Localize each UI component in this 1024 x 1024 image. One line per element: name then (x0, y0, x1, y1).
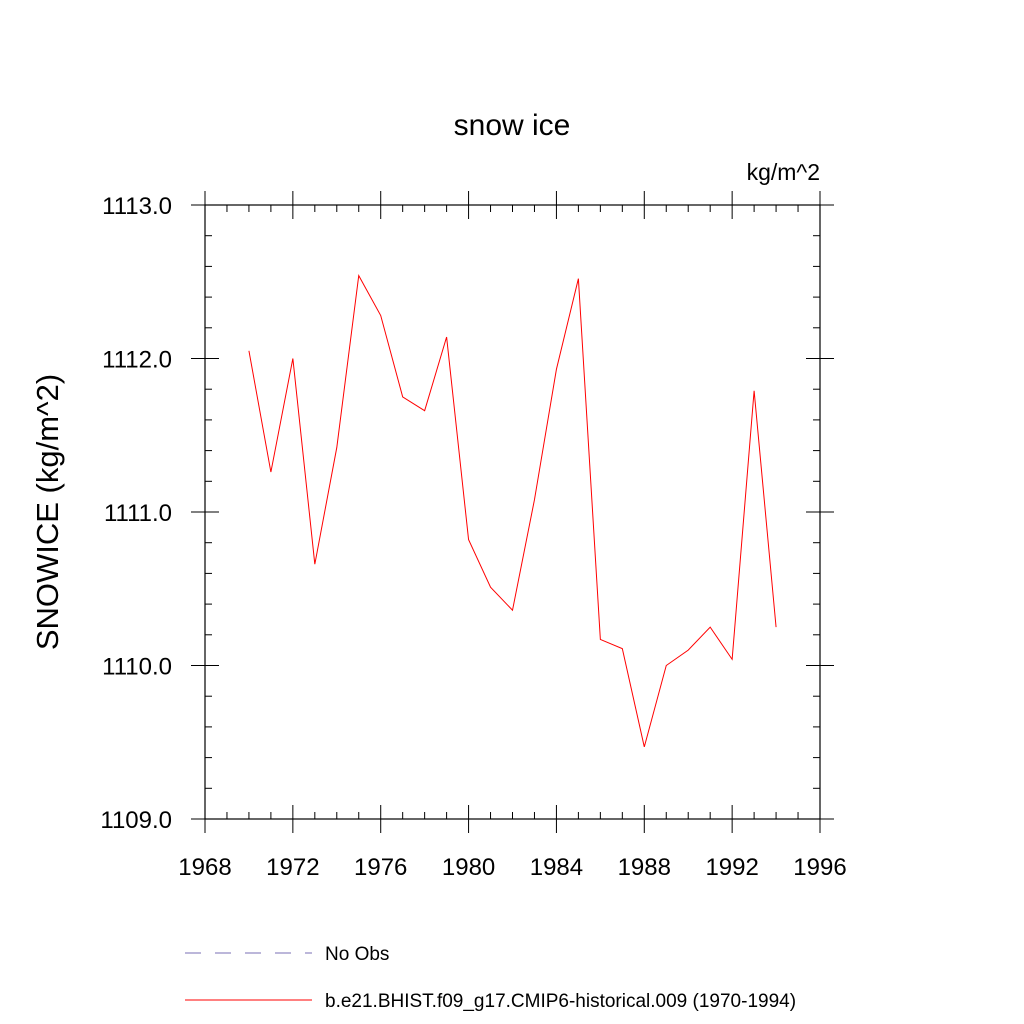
series-layer (248, 274, 777, 747)
x-tick-label: 1988 (618, 854, 671, 881)
tick-labels: 1968 1972 1976 1980 1984 1988 1992 1996 1109.0 11… (100, 193, 846, 881)
y-tick-label: 1110.0 (102, 654, 172, 681)
y-tick-label: 1109.0 (100, 807, 172, 834)
legend: No Obs b.e21.BHIST.f09_g17.CMIP6-historic… (185, 944, 796, 1012)
series-line (248, 274, 777, 747)
units-label: kg/m^2 (747, 159, 820, 185)
legend-label: No Obs (325, 944, 389, 965)
x-tick-label: 1996 (793, 854, 846, 881)
x-tick-label: 1968 (178, 854, 231, 881)
x-tick-label: 1972 (266, 854, 319, 881)
chart-title: snow ice (454, 109, 571, 142)
x-tick-label: 1976 (354, 854, 407, 881)
axis-ticks (191, 191, 834, 833)
legend-label: b.e21.BHIST.f09_g17.CMIP6-historical.009… (325, 991, 796, 1012)
y-axis-label: SNOWICE (kg/m^2) (30, 374, 65, 650)
y-tick-label: 1112.0 (102, 347, 172, 374)
x-tick-label: 1980 (442, 854, 495, 881)
x-tick-label: 1984 (530, 854, 583, 881)
y-tick-label: 1113.0 (102, 193, 172, 220)
x-tick-label: 1992 (705, 854, 758, 881)
y-tick-label: 1111.0 (104, 500, 172, 527)
plot-frame (204, 204, 821, 820)
